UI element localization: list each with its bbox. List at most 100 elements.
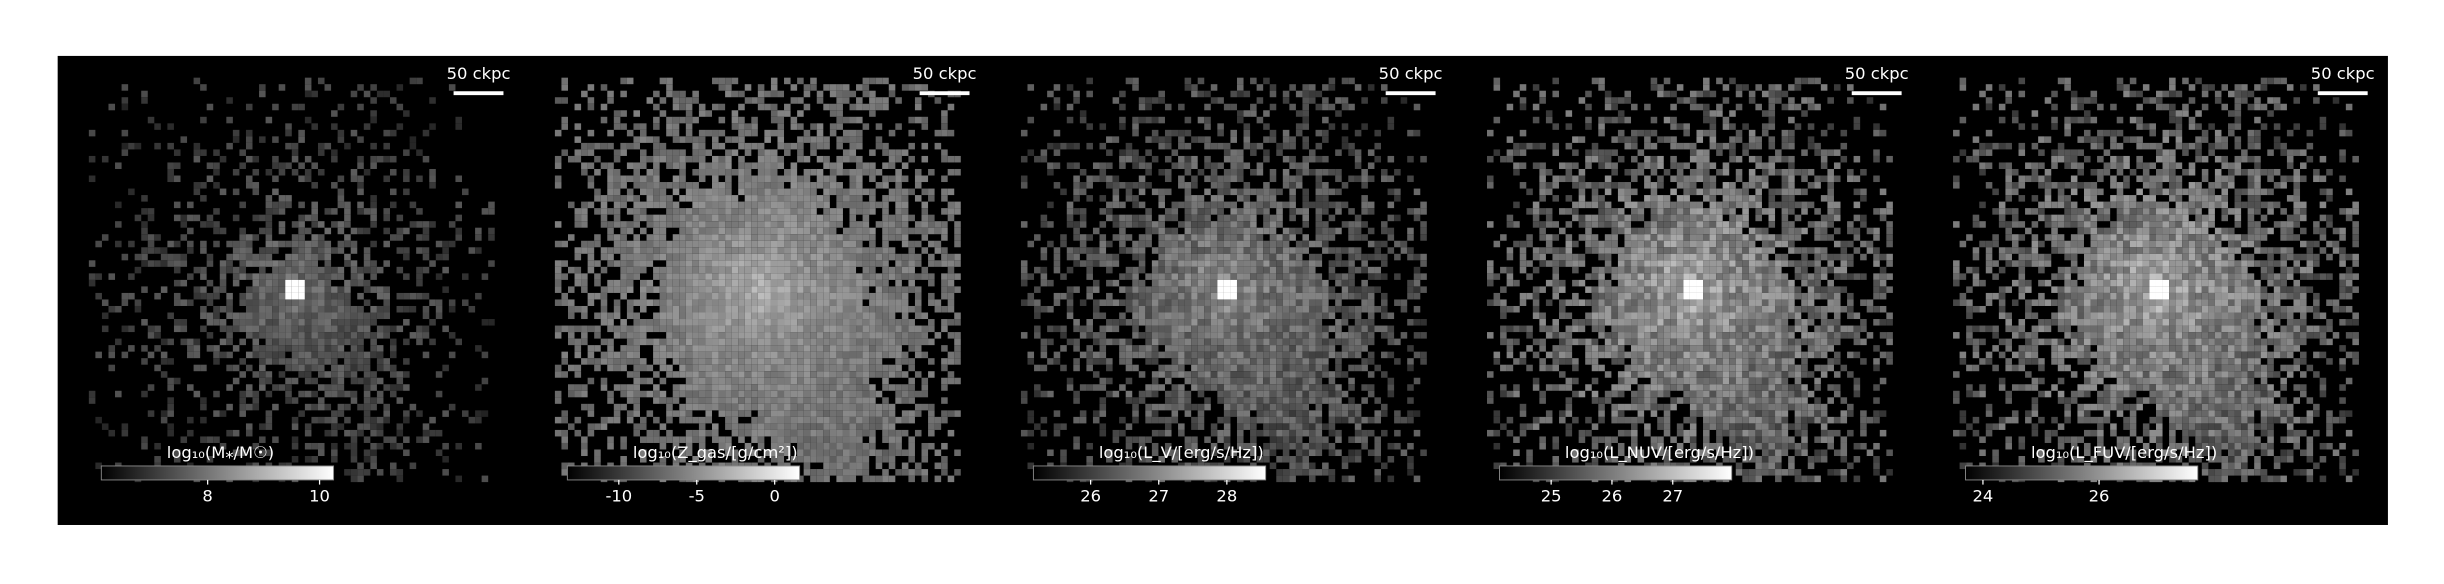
pixel	[350, 305, 358, 313]
pixel	[1230, 149, 1237, 156]
pixel	[869, 273, 876, 280]
pixel	[672, 188, 680, 196]
pixel	[574, 247, 582, 254]
pixel	[1191, 84, 1198, 91]
pixel	[389, 469, 397, 476]
pixel	[725, 410, 732, 417]
pixel	[574, 416, 582, 424]
pixel	[304, 286, 312, 293]
pixel	[914, 345, 922, 352]
pixel	[895, 416, 902, 424]
pixel	[698, 168, 706, 176]
pixel	[1178, 142, 1185, 150]
pixel	[285, 129, 292, 137]
pixel	[810, 416, 817, 424]
pixel	[1112, 97, 1120, 104]
pixel	[810, 142, 817, 150]
pixel	[738, 390, 745, 398]
pixel	[738, 155, 745, 163]
pixel	[725, 208, 732, 215]
pixel	[810, 195, 817, 202]
pixel	[862, 319, 870, 326]
pixel	[1269, 292, 1277, 300]
pixel	[626, 299, 634, 306]
pixel	[1119, 214, 1126, 222]
pixel	[653, 123, 660, 130]
pixel	[1256, 142, 1264, 150]
pixel	[265, 273, 273, 280]
pixel	[1308, 305, 1316, 313]
pixel	[895, 227, 902, 235]
pixel	[304, 260, 312, 267]
pixel	[797, 221, 804, 228]
pixel	[396, 227, 404, 235]
pixel	[1217, 227, 1224, 235]
pixel	[738, 253, 745, 261]
pixel	[1328, 188, 1336, 196]
pixel	[934, 260, 942, 267]
pixel	[285, 260, 292, 267]
pixel	[1322, 168, 1329, 176]
pixel	[692, 384, 699, 391]
pixel	[856, 449, 863, 457]
pixel	[1145, 240, 1152, 248]
pixel	[640, 286, 647, 293]
pixel	[901, 221, 909, 228]
pixel	[128, 188, 135, 196]
pixel	[581, 390, 588, 398]
pixel	[278, 319, 286, 326]
pixel	[888, 345, 896, 352]
pixel	[1145, 234, 1152, 241]
pixel	[777, 312, 785, 320]
pixel	[823, 142, 830, 150]
pixel	[777, 436, 785, 443]
pixel	[862, 462, 870, 470]
pixel	[389, 168, 397, 176]
pixel	[259, 384, 266, 391]
pixel	[245, 325, 253, 333]
pixel	[620, 221, 627, 228]
pixel	[259, 436, 266, 443]
pixel	[856, 103, 863, 111]
pixel	[1223, 182, 1231, 189]
pixel	[895, 292, 902, 300]
pixel	[941, 129, 948, 137]
pixel	[751, 371, 758, 378]
pixel	[1197, 234, 1205, 241]
pixel	[1197, 136, 1205, 143]
pixel	[757, 410, 765, 417]
pixel	[659, 221, 667, 228]
pixel	[272, 332, 279, 339]
pixel	[232, 253, 240, 261]
pixel	[816, 332, 824, 339]
pixel	[672, 175, 680, 183]
pixel	[954, 253, 961, 261]
pixel	[1263, 247, 1270, 254]
pixel	[1223, 260, 1231, 267]
pixel	[692, 142, 699, 150]
pixel	[1204, 273, 1211, 280]
pixel	[1184, 273, 1192, 280]
pixel	[751, 221, 758, 228]
pixel	[862, 345, 870, 352]
pixel	[842, 436, 850, 443]
pixel	[1119, 123, 1126, 130]
pixel	[1171, 312, 1179, 320]
pixel	[672, 116, 680, 124]
pixel	[679, 456, 686, 463]
pixel	[363, 358, 371, 365]
pixel	[856, 208, 863, 215]
pixel	[823, 390, 830, 398]
pixel	[574, 371, 582, 378]
pixel	[849, 416, 857, 424]
pixel	[245, 423, 253, 430]
pixel	[285, 364, 292, 372]
pixel	[810, 397, 817, 404]
pixel	[607, 345, 614, 352]
pixel	[797, 403, 804, 411]
pixel	[692, 279, 699, 287]
pixel	[718, 299, 726, 306]
pixel	[679, 195, 686, 202]
pixel	[705, 410, 713, 417]
pixel	[666, 129, 673, 137]
